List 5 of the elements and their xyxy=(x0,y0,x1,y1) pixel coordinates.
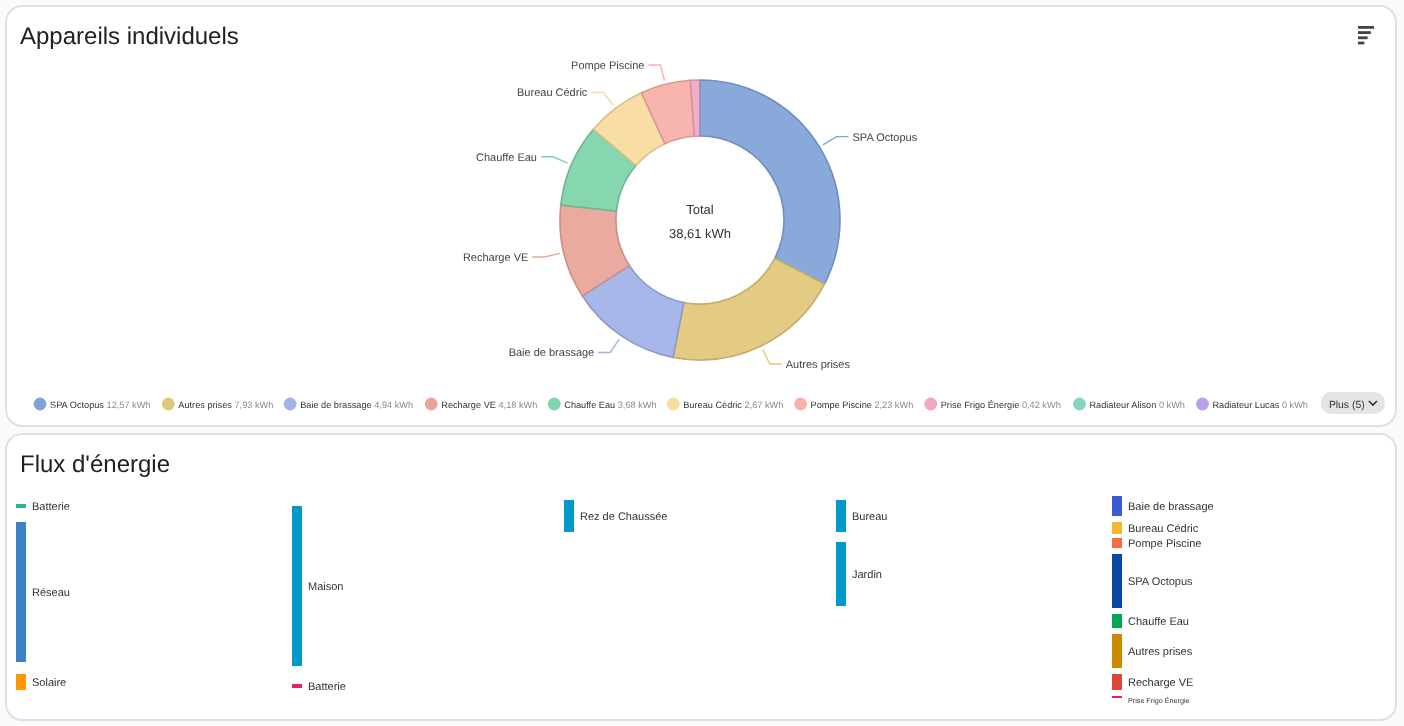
text: Flux d'énergie xyxy=(20,450,171,478)
chart-title: Appareils individuels xyxy=(20,22,239,50)
donut-slice xyxy=(672,257,826,361)
donut-slice xyxy=(592,92,666,167)
donut-slice xyxy=(640,79,696,145)
